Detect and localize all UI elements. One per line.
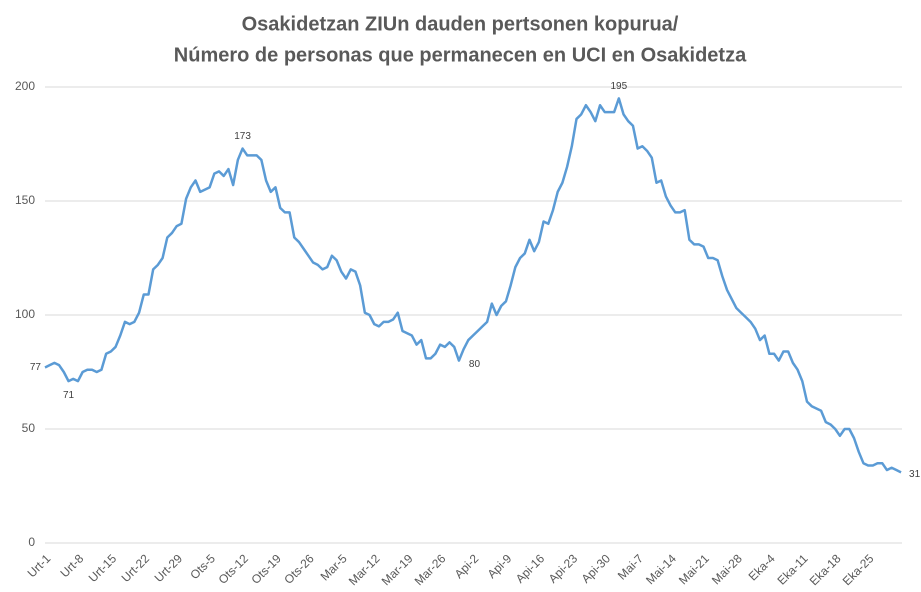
x-tick-label: Urt-15: [86, 551, 120, 585]
chart-subtitle: Número de personas que permanecen en UCI…: [174, 44, 747, 66]
y-tick-label: 100: [15, 307, 35, 321]
x-tick-label: Urt-1: [25, 551, 54, 580]
data-label: 173: [234, 131, 251, 142]
data-label: 80: [469, 359, 481, 370]
x-tick-label: Mai-7: [615, 551, 646, 582]
x-tick-label: Mai-14: [643, 551, 679, 587]
x-tick-label: Mar-26: [412, 551, 449, 588]
data-label: 195: [610, 81, 627, 92]
x-tick-label: Eka-18: [807, 551, 844, 588]
y-tick-label: 200: [15, 79, 35, 93]
x-tick-label: Mai-21: [676, 551, 712, 587]
data-line: [44, 97, 902, 474]
x-tick-label: Mar-12: [346, 551, 383, 588]
x-tick-label: Api-2: [452, 551, 482, 581]
data-label: 77: [30, 362, 42, 373]
x-tick-label: Ots-5: [187, 551, 218, 582]
y-tick-label: 150: [15, 193, 35, 207]
x-tick-label: Ots-12: [216, 551, 252, 587]
data-label: 31: [909, 469, 921, 480]
chart-title: Osakidetzan ZIUn dauden pertsonen kopuru…: [242, 13, 679, 35]
x-tick-label: Urt-29: [152, 551, 186, 585]
data-label: 71: [63, 390, 75, 401]
x-tick-label: Api-9: [485, 551, 515, 581]
x-tick-label: Ots-19: [248, 551, 284, 587]
x-tick-label: Mar-19: [379, 551, 416, 588]
x-tick-label: Urt-22: [119, 551, 153, 585]
x-tick-label: Ots-26: [281, 551, 317, 587]
x-tick-label: Eka-4: [746, 551, 778, 583]
x-tick-label: Urt-8: [58, 551, 87, 580]
y-tick-label: 50: [22, 421, 36, 435]
x-tick-label: Api-23: [546, 551, 581, 586]
y-tick-label: 0: [28, 535, 35, 549]
x-tick-label: Api-30: [579, 551, 614, 586]
x-tick-label: Eka-25: [840, 551, 877, 588]
x-tick-label: Api-16: [513, 551, 548, 586]
x-tick-label: Mai-28: [709, 551, 745, 587]
x-tick-label: Eka-11: [774, 551, 810, 587]
